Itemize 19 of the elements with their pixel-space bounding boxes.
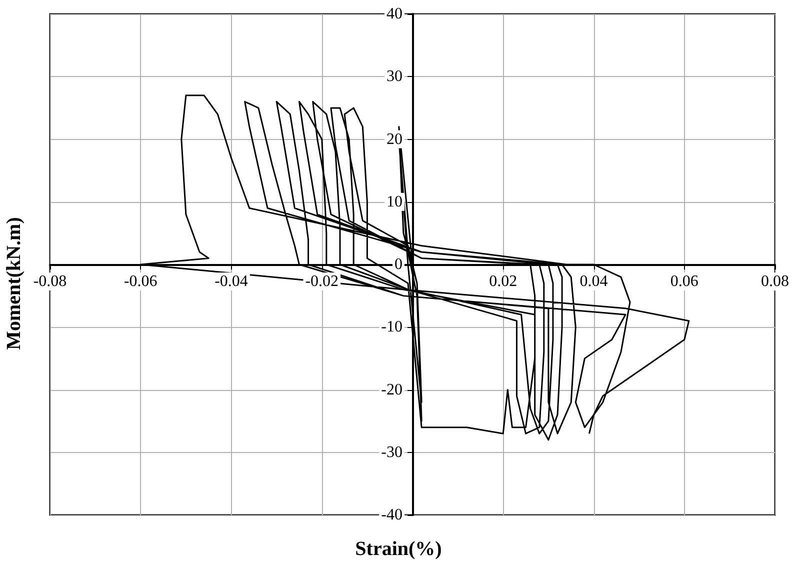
x-axis-title: Strain(%) <box>355 538 442 560</box>
y-tick-label: -40 <box>381 506 402 524</box>
y-tick-label: -20 <box>381 381 402 398</box>
x-tick-label: -0.06 <box>124 273 158 290</box>
x-tick-label: 0.02 <box>489 273 518 290</box>
x-tick-label: -0.04 <box>214 273 248 290</box>
y-tick-label: 30 <box>386 68 402 86</box>
y-tick-label: 40 <box>386 6 402 22</box>
x-tick-label: 0.04 <box>580 273 608 290</box>
y-tick-label: -30 <box>381 444 402 461</box>
y-tick-label: 20 <box>386 130 402 148</box>
x-tick-label: 0.06 <box>670 273 698 290</box>
x-tick-label: 0.08 <box>761 273 789 290</box>
x-tick-label: -0.02 <box>305 273 339 290</box>
y-tick-label: 10 <box>386 193 402 210</box>
y-tick-label: -10 <box>381 318 402 336</box>
x-tick-label: -0.08 <box>33 273 67 290</box>
y-tick-label: 0 <box>394 256 402 273</box>
y-axis-title: Moment(kN.m) <box>3 217 25 350</box>
